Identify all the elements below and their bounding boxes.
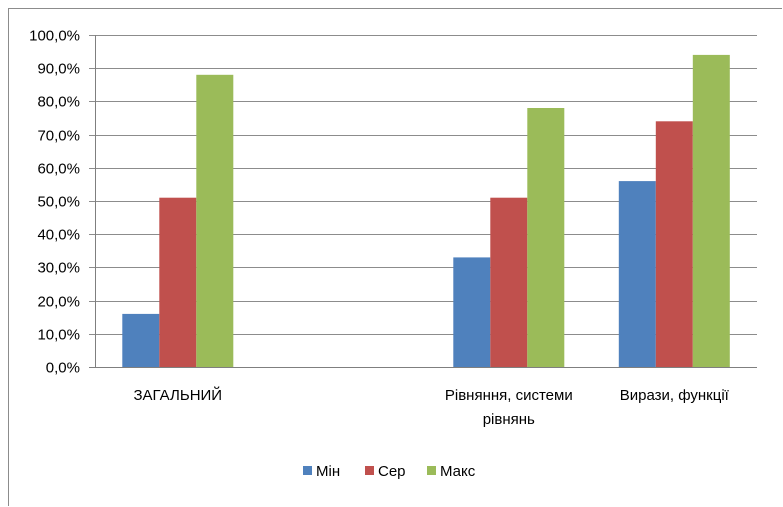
bars (122, 54, 730, 368)
y-tick-label: 100,0% (29, 28, 80, 45)
y-tick-label: 20,0% (37, 294, 80, 311)
chart-border (8, 8, 782, 506)
y-axis-ticks: 0,0% 10,0% 20,0% 30,0% 40,0% 50,0% 60,0% 70,0% 8… (29, 28, 80, 377)
bar (618, 181, 656, 367)
x-axis-categories: ЗАГАЛЬНИЙ Рівняння, системи рівнянь Вирази,… (133, 386, 729, 428)
bar (490, 197, 528, 367)
y-tick-label: 40,0% (37, 227, 80, 244)
y-tick-label: 0,0% (46, 360, 80, 377)
y-tick-label: 50,0% (37, 194, 80, 211)
legend-swatch (303, 466, 312, 475)
legend-swatch (427, 466, 436, 475)
bar (196, 74, 234, 368)
x-category-label: Рівняння, системи (445, 387, 573, 404)
x-category-label: Вирази, функції (620, 387, 730, 404)
legend: Мін Сер Макс (303, 463, 476, 480)
bar (453, 257, 491, 367)
y-tick-label: 90,0% (37, 61, 80, 78)
y-tick-label: 30,0% (37, 260, 80, 277)
bar (655, 121, 693, 367)
legend-label: Сер (378, 463, 406, 480)
legend-swatch (365, 466, 374, 475)
y-tick-label: 70,0% (37, 128, 80, 145)
x-category-label: ЗАГАЛЬНИЙ (133, 386, 222, 404)
bar (122, 313, 160, 367)
bar (527, 108, 565, 367)
bar (159, 197, 197, 367)
x-category-label: рівнянь (483, 411, 535, 428)
legend-label: Макс (440, 463, 476, 480)
y-tick-label: 60,0% (37, 161, 80, 178)
legend-label: Мін (316, 463, 340, 480)
y-tick-label: 80,0% (37, 94, 80, 111)
y-tick-label: 10,0% (37, 327, 80, 344)
bar (692, 54, 730, 368)
